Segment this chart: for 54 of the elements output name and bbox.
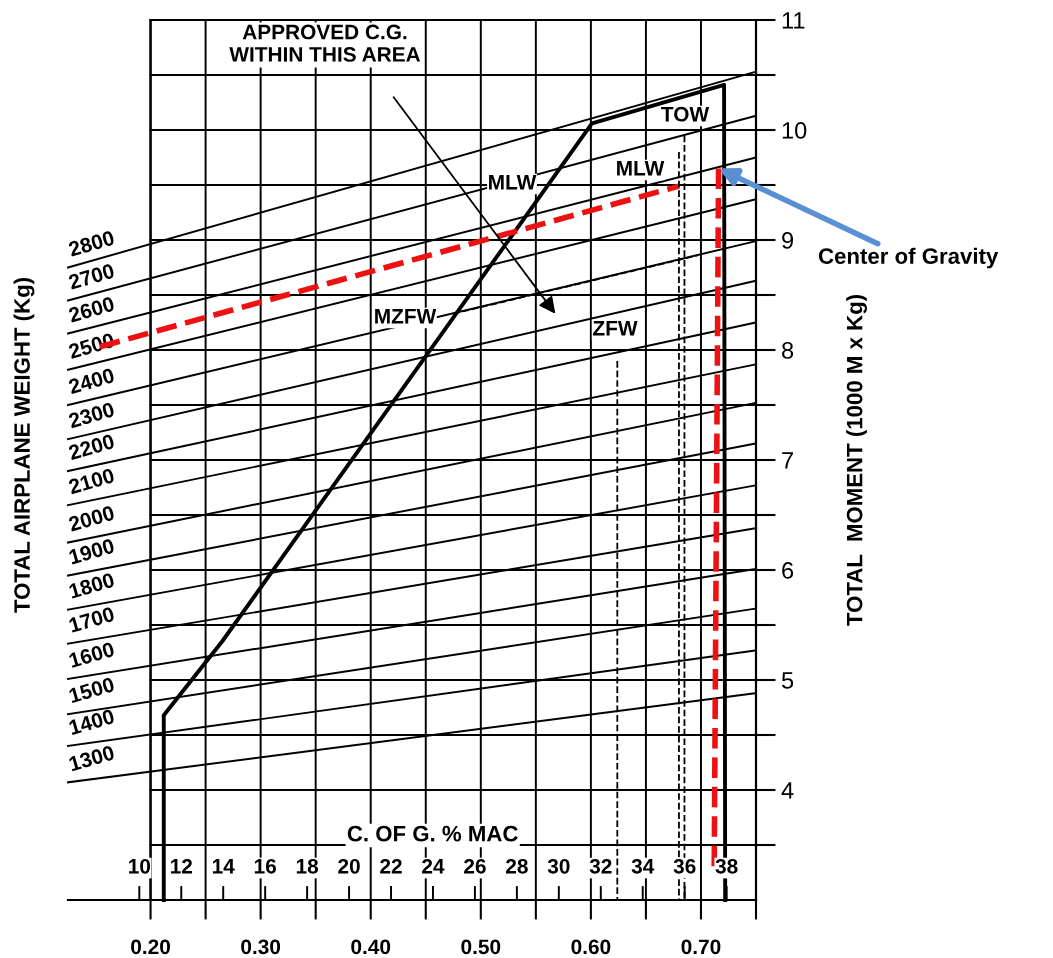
x-tick-label: 0.70 [681, 939, 721, 955]
text: 1900 [68, 538, 115, 565]
x2-tick-label: 32 [589, 858, 612, 874]
y-tick-label: 6 [782, 562, 794, 579]
x2-tick-label: 38 [715, 858, 738, 874]
y-tick-label: 4 [781, 782, 794, 799]
x2-tick-label: 18 [296, 858, 319, 874]
annotation: MLW [617, 161, 665, 176]
text: 2700 [67, 263, 115, 290]
text: TOTAL AIRPLANE WEIGHT (Kg) [13, 278, 35, 613]
x2-tick-label: 10 [129, 858, 151, 874]
text: 1700 [68, 606, 115, 633]
text: 1800 [68, 572, 115, 599]
text: 2800 [67, 230, 115, 257]
annotation: Center of Gravity [818, 247, 999, 269]
y-tick-label: 5 [781, 672, 794, 689]
y-tick-label: 10 [782, 122, 807, 139]
annotation: TOW [661, 106, 710, 122]
y-axis-title: TOTAL MOMENT (1000 M x Kg) [846, 295, 867, 626]
x2-tick-label: 34 [631, 858, 655, 874]
x-tick-label: 0.30 [241, 939, 281, 955]
text: 2100 [67, 467, 115, 495]
text: 1600 [68, 641, 115, 668]
x2-tick-label: 12 [170, 858, 193, 874]
x2-axis-title: C. OF G. % MAC [347, 825, 518, 842]
text: 2600 [67, 296, 115, 323]
x-tick-label: 0.40 [351, 939, 391, 955]
text: 1300 [68, 745, 116, 772]
annotation: ZFW [593, 321, 638, 336]
x2-tick-label: 14 [212, 859, 235, 874]
x-tick-label: 0.20 [131, 939, 170, 955]
y-tick-label: 11 [782, 12, 805, 29]
text: 2400 [67, 367, 115, 395]
x-tick-label: 0.60 [571, 939, 611, 955]
y-tick-label: 9 [782, 232, 794, 249]
x2-tick-label: 20 [338, 858, 360, 874]
text: 2000 [67, 505, 115, 532]
annotation: MLW [489, 175, 537, 190]
x2-tick-label: 36 [673, 858, 696, 874]
text: 1500 [68, 676, 115, 704]
x2-tick-label: 28 [506, 858, 528, 874]
x2-tick-label: 16 [254, 858, 277, 874]
y-tick-label: 8 [782, 342, 794, 359]
x2-tick-label: 24 [422, 858, 445, 874]
x-tick-label: 0.50 [461, 939, 501, 955]
text: 1400 [68, 708, 115, 736]
y-tick-label: 7 [782, 452, 793, 469]
x2-tick-label: 22 [380, 858, 402, 874]
text: 2200 [67, 433, 115, 461]
x2-tick-label: 30 [547, 858, 570, 874]
annotation: MZFW [375, 309, 437, 324]
text: 2300 [67, 401, 116, 429]
x2-tick-label: 26 [464, 858, 486, 874]
annotation: APPROVED C.G. WITHIN THIS AREA [229, 24, 421, 62]
